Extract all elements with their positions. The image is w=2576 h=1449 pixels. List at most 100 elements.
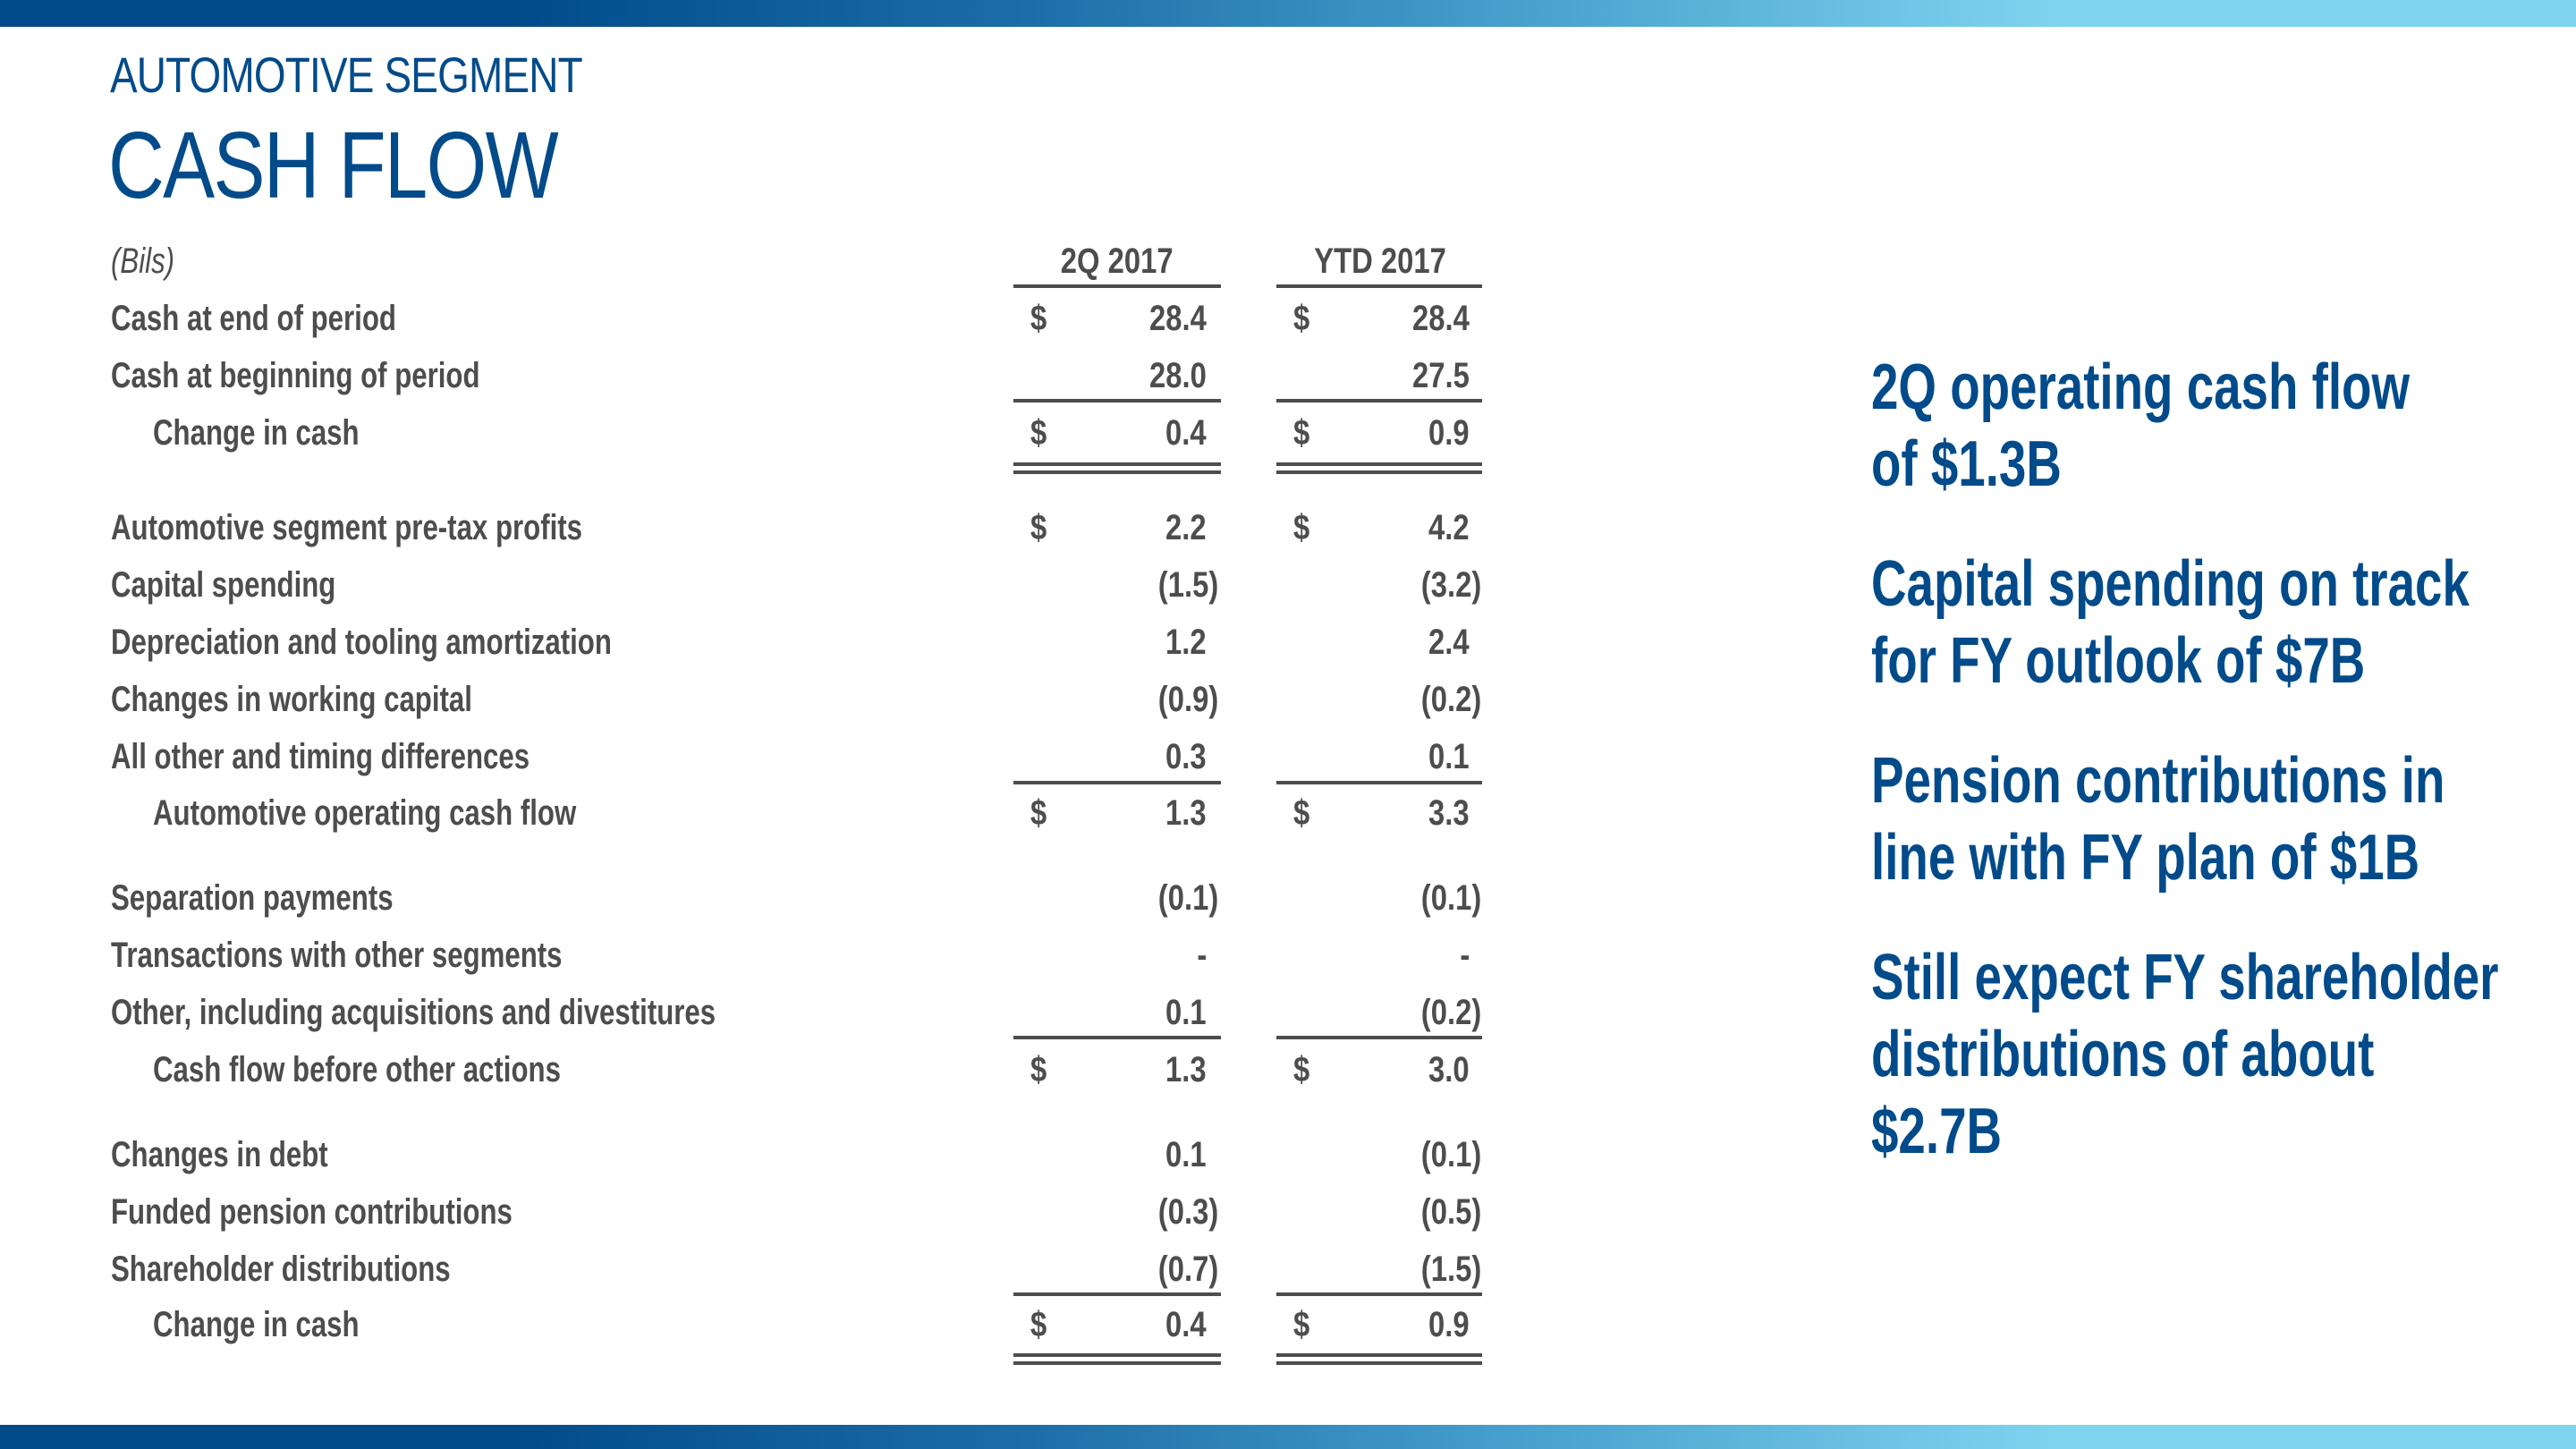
value-ytd: - — [1460, 936, 1470, 975]
dollar-sign: $ — [1293, 793, 1310, 833]
value-ytd: 3.3 — [1428, 793, 1470, 833]
highlight-operating-cash-flow: 2Q operating cash flow of $1.3B — [1871, 352, 2411, 500]
header-underline — [1276, 284, 1482, 288]
value-ytd: (0.2) — [1420, 680, 1481, 719]
value-ytd: 3.0 — [1428, 1050, 1470, 1089]
row-label: Change in cash — [153, 1305, 360, 1344]
row-label: Cash at beginning of period — [111, 356, 480, 395]
value-ytd: (1.5) — [1420, 1250, 1481, 1289]
table-row: Changes in debt 0.1 (0.1) — [0, 1132, 1521, 1177]
dollar-sign: $ — [1293, 1050, 1310, 1089]
value-2q: (1.5) — [1157, 565, 1218, 605]
table-row: Transactions with other segments - - — [0, 933, 1521, 978]
double-underline — [1276, 1361, 1482, 1365]
subtotal-line — [1276, 1036, 1482, 1039]
table-row: Cash at end of period $ 28.4 $ 28.4 — [0, 296, 1521, 341]
double-underline — [1276, 462, 1482, 466]
dollar-sign: $ — [1030, 508, 1047, 547]
dollar-sign: $ — [1293, 299, 1310, 338]
value-2q: 0.1 — [1165, 1135, 1207, 1174]
row-label: Transactions with other segments — [111, 936, 563, 975]
dollar-sign: $ — [1030, 793, 1047, 833]
highlight-pension-contributions: Pension contributions in line with FY pl… — [1871, 745, 2445, 894]
row-label: Change in cash — [153, 413, 360, 453]
row-label: Changes in working capital — [111, 680, 472, 719]
dollar-sign: $ — [1030, 413, 1047, 453]
table-row: Separation payments (0.1) (0.1) — [0, 876, 1521, 920]
slide-title: CASH FLOW — [108, 113, 559, 218]
value-2q: 2.2 — [1165, 508, 1207, 547]
value-2q: (0.1) — [1157, 878, 1218, 918]
row-label: Cash flow before other actions — [153, 1050, 561, 1089]
row-label: Depreciation and tooling amortization — [111, 623, 612, 662]
double-underline — [1013, 470, 1221, 474]
subtotal-line — [1013, 781, 1221, 784]
subtotal-line — [1276, 781, 1482, 784]
row-label: Cash at end of period — [111, 299, 396, 338]
row-label: Capital spending — [111, 565, 336, 605]
subtotal-line — [1276, 399, 1482, 402]
table-row: Changes in working capital (0.9) (0.2) — [0, 677, 1521, 722]
value-2q: 0.4 — [1165, 413, 1207, 453]
subtotal-line — [1276, 1292, 1482, 1296]
bottom-gradient-bar — [0, 1425, 2576, 1449]
value-2q: (0.3) — [1157, 1192, 1218, 1232]
highlight-capital-spending: Capital spending on track for FY outlook… — [1871, 548, 2470, 697]
dollar-sign: $ — [1293, 1305, 1310, 1344]
table-row: Other, including acquisitions and divest… — [0, 990, 1521, 1035]
double-underline — [1276, 470, 1482, 474]
table-row: Capital spending (1.5) (3.2) — [0, 563, 1521, 607]
row-label: Changes in debt — [111, 1135, 328, 1174]
dollar-sign: $ — [1030, 1305, 1047, 1344]
value-2q: 1.2 — [1165, 623, 1207, 662]
slide-subtitle: AUTOMOTIVE SEGMENT — [110, 47, 583, 103]
double-underline — [1276, 1353, 1482, 1357]
table-row: Depreciation and tooling amortization 1.… — [0, 620, 1521, 665]
subtotal-line — [1013, 1036, 1221, 1039]
value-ytd: 28.4 — [1412, 299, 1470, 338]
value-ytd: 0.9 — [1428, 413, 1470, 453]
double-underline — [1013, 1361, 1221, 1365]
column-header-2q: 2Q 2017 — [1061, 242, 1174, 281]
table-row: Automotive segment pre-tax profits $ 2.2… — [0, 505, 1521, 550]
dollar-sign: $ — [1293, 413, 1310, 453]
highlight-shareholder-distributions: Still expect FY shareholder distribution… — [1871, 942, 2499, 1167]
value-ytd: (0.1) — [1420, 1135, 1481, 1174]
table-row: Shareholder distributions (0.7) (1.5) — [0, 1247, 1521, 1292]
value-2q: - — [1197, 936, 1207, 975]
row-label: All other and timing differences — [111, 737, 530, 776]
value-ytd: (0.1) — [1420, 878, 1481, 918]
dollar-sign: $ — [1293, 508, 1310, 547]
value-2q: 28.4 — [1149, 299, 1207, 338]
value-ytd: (0.5) — [1420, 1192, 1481, 1232]
value-ytd: 4.2 — [1428, 508, 1470, 547]
value-ytd: 27.5 — [1412, 356, 1470, 395]
subtotal-line — [1013, 399, 1221, 402]
value-ytd: (0.2) — [1420, 993, 1481, 1032]
value-ytd: 0.9 — [1428, 1305, 1470, 1344]
table-header-row: (Bils) 2Q 2017 YTD 2017 — [0, 239, 1521, 284]
value-2q: 28.0 — [1149, 356, 1207, 395]
table-row-subtotal: Automotive operating cash flow $ 1.3 $ 3… — [0, 791, 1521, 835]
value-2q: 1.3 — [1165, 1050, 1207, 1089]
value-ytd: (3.2) — [1420, 565, 1481, 605]
table-row-subtotal: Change in cash $ 0.4 $ 0.9 — [0, 411, 1521, 455]
table-row-total: Change in cash $ 0.4 $ 0.9 — [0, 1302, 1521, 1347]
value-2q: (0.9) — [1157, 680, 1218, 719]
table-row-subtotal: Cash flow before other actions $ 1.3 $ 3… — [0, 1047, 1521, 1092]
highlights-panel: 2Q operating cash flow of $1.3B Capital … — [1871, 349, 2551, 1213]
value-2q: 0.4 — [1165, 1305, 1207, 1344]
double-underline — [1013, 1353, 1221, 1357]
dollar-sign: $ — [1030, 299, 1047, 338]
table-row: All other and timing differences 0.3 0.1 — [0, 734, 1521, 779]
value-2q: (0.7) — [1157, 1250, 1218, 1289]
double-underline — [1013, 462, 1221, 466]
table-row: Funded pension contributions (0.3) (0.5) — [0, 1190, 1521, 1234]
row-label: Separation payments — [111, 878, 394, 918]
value-2q: 0.1 — [1165, 993, 1207, 1032]
row-label: Shareholder distributions — [111, 1250, 451, 1289]
value-ytd: 2.4 — [1428, 623, 1470, 662]
header-underline — [1013, 284, 1221, 288]
value-2q: 0.3 — [1165, 737, 1207, 776]
value-2q: 1.3 — [1165, 793, 1207, 833]
